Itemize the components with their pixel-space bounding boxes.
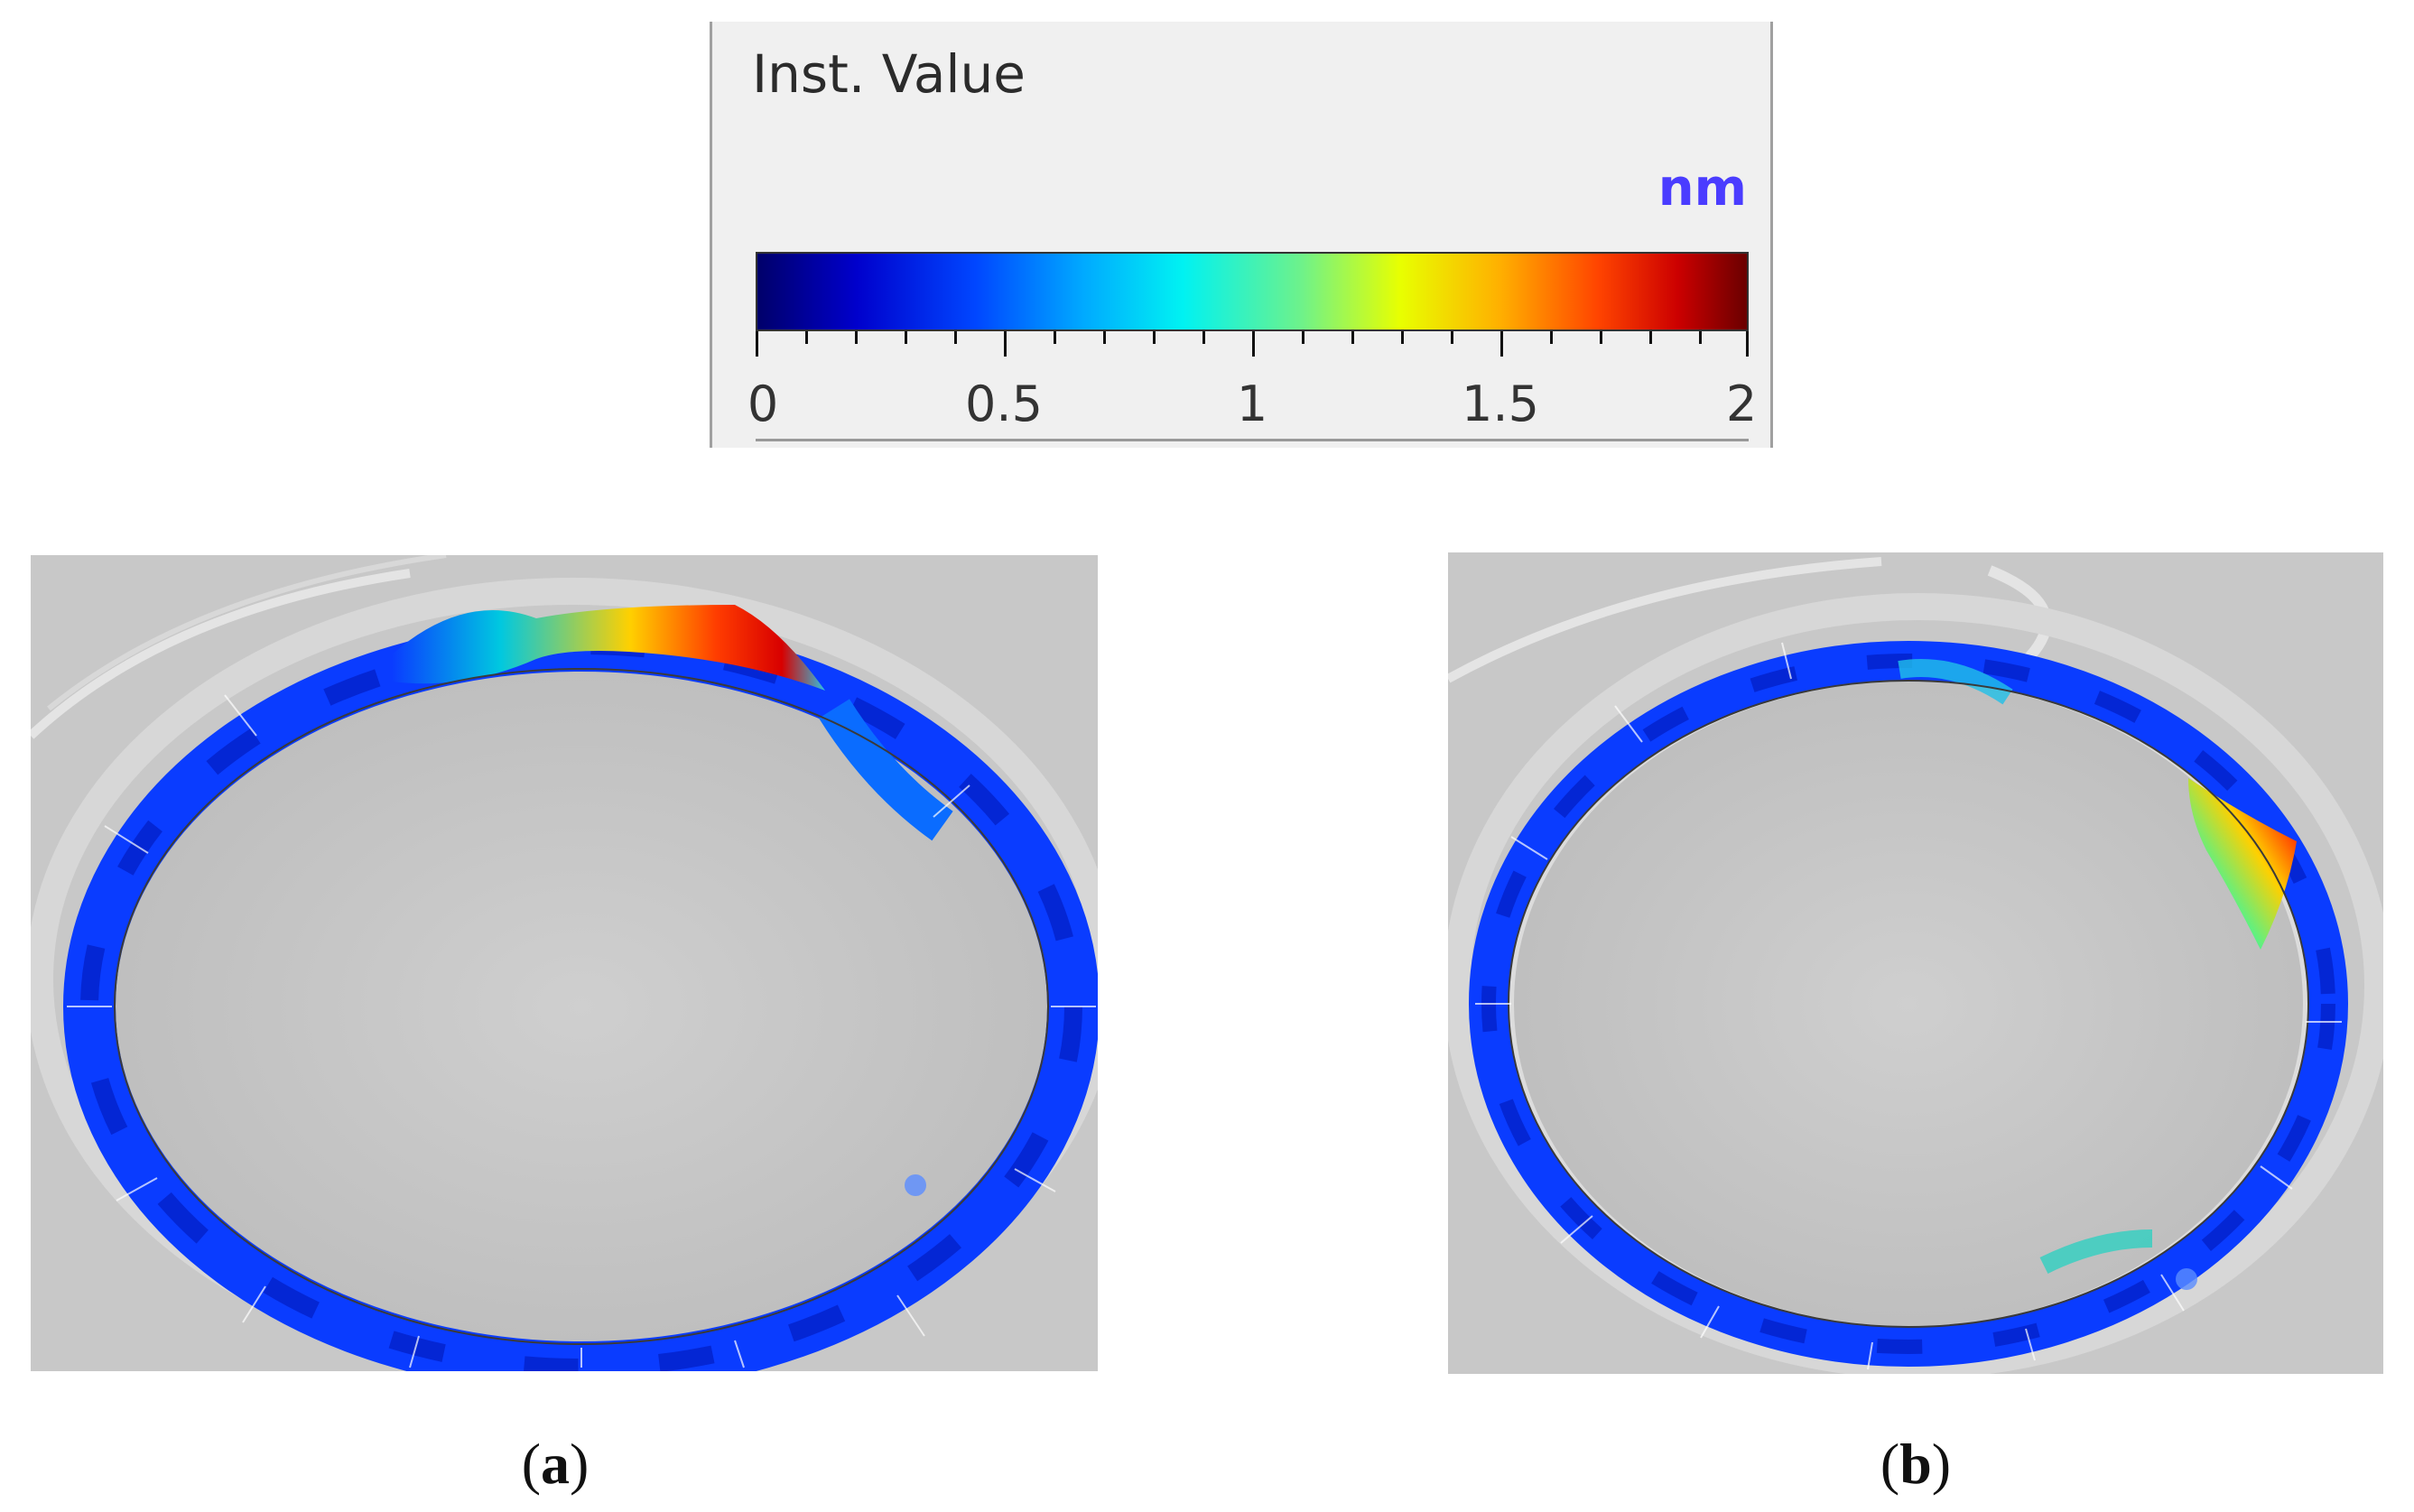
colorbar-ticks — [756, 331, 1749, 358]
colorbar-tick — [1103, 331, 1106, 344]
deformation-hotspot — [392, 605, 825, 691]
deformation-minor-bottom — [2039, 1229, 2153, 1274]
colorbar-tick — [1699, 331, 1702, 344]
tick-label-1-5: 1.5 — [1462, 376, 1539, 432]
lens — [1509, 676, 2308, 1331]
colorbar-tick — [1302, 331, 1304, 344]
deformation-shoulder — [819, 699, 953, 841]
colorbar-tick — [1600, 331, 1602, 344]
colorbar-tick — [954, 331, 957, 344]
deformation-hotspot — [2188, 778, 2297, 950]
legend-divider — [756, 439, 1749, 441]
colorbar-tick — [855, 331, 858, 344]
probe-marker — [905, 1174, 926, 1196]
probe-marker — [2176, 1268, 2197, 1290]
colorbar-tick — [905, 331, 907, 344]
colorbar-tick — [1649, 331, 1652, 344]
deformation-minor — [1898, 659, 2013, 705]
caption-b: (b) — [1880, 1432, 1952, 1496]
bracket-outline-2 — [47, 555, 447, 711]
colorbar-tick — [1550, 331, 1553, 344]
colorbar-tick — [1746, 331, 1749, 357]
tick-label-1: 1 — [1236, 376, 1268, 432]
colorbar-tick — [1351, 331, 1354, 344]
colorbar-tick — [1054, 331, 1056, 344]
bracket-outline — [1448, 557, 1882, 683]
colorbar-tick — [1252, 331, 1255, 357]
ring-a-render — [31, 555, 1098, 1371]
colorbar — [756, 252, 1749, 331]
legend-unit: nm — [1657, 159, 1747, 218]
panel-b-image — [1448, 552, 2383, 1374]
tick-label-0-5: 0.5 — [965, 376, 1043, 432]
colorbar-tick-labels: 0 0.5 1 1.5 2 — [747, 376, 1757, 432]
bracket-outline — [31, 569, 411, 739]
colorbar-tick — [1451, 331, 1453, 344]
colorbar-tick — [1202, 331, 1205, 344]
colorbar-tick — [1004, 331, 1007, 357]
colorbar-tick — [756, 331, 758, 357]
colorbar-tick — [805, 331, 808, 344]
tick-label-2: 2 — [1725, 376, 1758, 432]
tick-label-0: 0 — [747, 376, 779, 432]
legend-panel: Inst. Value nm 0 0.5 1 1.5 2 — [710, 22, 1773, 448]
colorbar-tick — [1500, 331, 1503, 357]
ring-b-render — [1448, 557, 2383, 1374]
mesh-segments — [1475, 642, 2342, 1370]
caption-a: (a) — [521, 1432, 590, 1496]
colorbar-tick — [1401, 331, 1404, 344]
legend-title: Inst. Value — [752, 43, 1026, 105]
mesh-inner — [114, 668, 1049, 1345]
colorbar-tick — [1153, 331, 1156, 344]
mesh-segments — [67, 694, 1096, 1368]
panel-a-image — [31, 555, 1098, 1371]
